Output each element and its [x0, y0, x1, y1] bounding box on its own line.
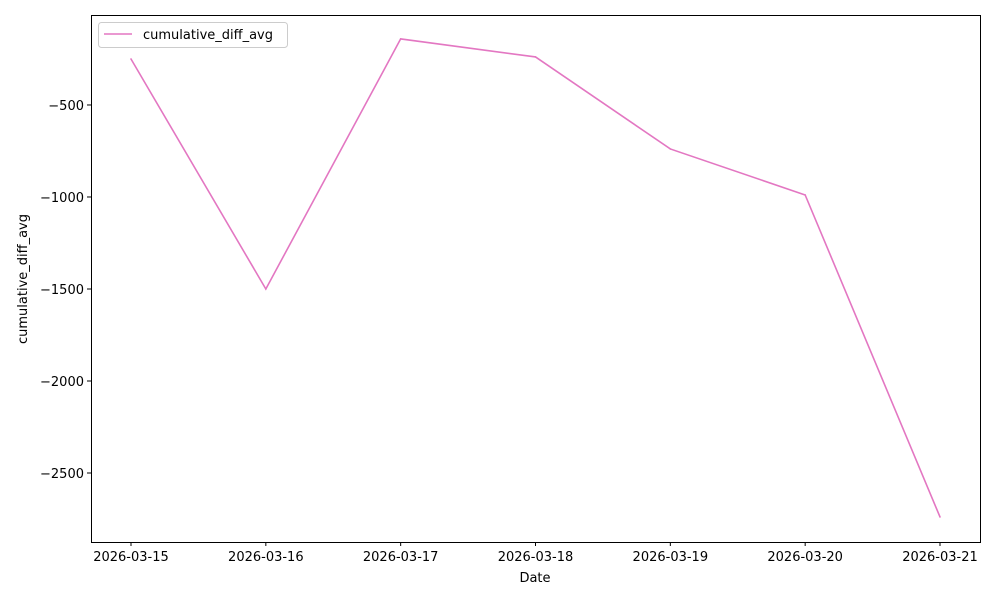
x-tick-label: 2026-03-15 [93, 550, 169, 565]
x-tick-label: 2026-03-20 [767, 550, 843, 565]
y-tick-label: −500 [48, 99, 84, 114]
y-tick-label: −2500 [40, 467, 84, 482]
data-point [939, 516, 941, 518]
y-axis: −500 −1000 −1500 −2000 −2500 [40, 99, 91, 482]
y-tick-label: −1000 [40, 191, 84, 206]
x-tick-label: 2026-03-16 [228, 550, 304, 565]
data-point [399, 38, 402, 40]
y-tick-label: −2000 [40, 375, 84, 390]
series-line [130, 38, 941, 518]
series-layer [130, 38, 941, 518]
x-tick-label: 2026-03-19 [633, 550, 709, 565]
data-point [534, 56, 537, 58]
y-tick-label: −1500 [40, 283, 84, 298]
x-axis-label: Date [519, 571, 550, 586]
data-point [804, 194, 806, 196]
legend-box [98, 22, 288, 48]
x-tick-label: 2026-03-18 [498, 550, 574, 565]
legend: cumulative_diff_avg [98, 22, 288, 48]
data-point [265, 288, 267, 290]
x-tick-label: 2026-03-21 [902, 550, 978, 565]
x-axis: 2026-03-15 2026-03-16 2026-03-17 2026-03-18… [93, 542, 978, 565]
legend-label: cumulative_diff_avg [143, 28, 273, 43]
x-tick-label: 2026-03-17 [363, 550, 439, 565]
y-axis-label: cumulative_diff_avg [16, 214, 31, 344]
data-point [669, 148, 672, 150]
data-point [130, 58, 132, 60]
plot-frame [91, 15, 981, 543]
